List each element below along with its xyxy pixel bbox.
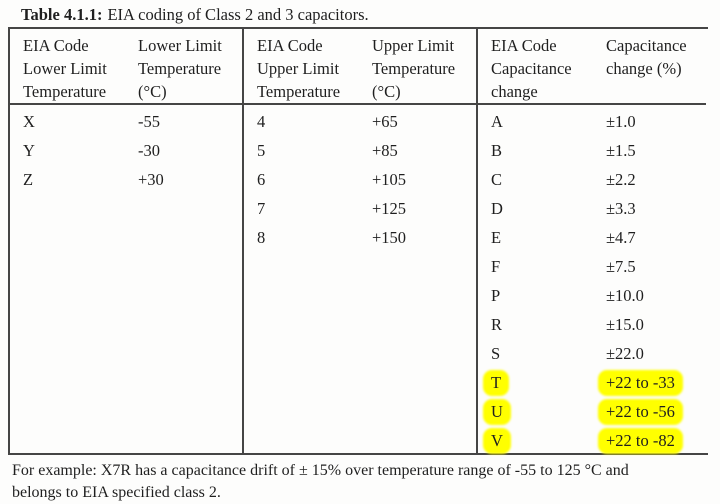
- table-row: 7 +125: [244, 194, 476, 223]
- value-cell: ±1.5: [606, 141, 636, 160]
- value-cell: -55: [138, 112, 160, 131]
- table-caption-number: Table 4.1.1:: [21, 5, 103, 24]
- table-row: 5 +85: [244, 136, 476, 165]
- value-cell: +105: [372, 170, 407, 189]
- highlight-mark: +22 to -82: [600, 430, 681, 452]
- table-row: F ±7.5: [478, 252, 706, 281]
- table-row: B ±1.5: [478, 136, 706, 165]
- code-cell: P: [491, 286, 501, 305]
- group-lower-limit-body: X -55 Y -30 Z +30: [10, 105, 242, 194]
- code-cell: A: [491, 112, 503, 131]
- table-row: Z +30: [10, 165, 242, 194]
- table-row: E ±4.7: [478, 223, 706, 252]
- table-caption-text: EIA coding of Class 2 and 3 capacitors.: [107, 5, 369, 24]
- header-upper-limit-temp: Upper Limit Temperature (°C): [372, 36, 456, 101]
- table-row: 4 +65: [244, 107, 476, 136]
- value-cell: ±3.3: [606, 199, 636, 218]
- table-caption: Table 4.1.1: EIA coding of Class 2 and 3 …: [0, 0, 720, 27]
- highlight-mark: U: [485, 401, 509, 423]
- table-row-highlighted: U +22 to -56: [478, 397, 706, 426]
- code-cell: B: [491, 141, 503, 160]
- table-column-groups: EIA Code Lower Limit Temperature Lower L…: [10, 29, 708, 453]
- group-capacitance-change: EIA Code Capacitance change Capacitance …: [476, 29, 706, 453]
- value-cell: ±2.2: [606, 170, 636, 189]
- highlight-mark: T: [485, 372, 508, 394]
- code-cell: D: [491, 199, 503, 218]
- code-cell: 5: [257, 141, 266, 160]
- code-cell: 8: [257, 228, 266, 247]
- value-cell: +30: [138, 170, 164, 189]
- code-cell: F: [491, 257, 501, 276]
- code-cell: Y: [23, 141, 35, 160]
- value-cell: +22 to -33: [600, 368, 706, 397]
- header-eia-code-upper: EIA Code Upper Limit Temperature: [257, 36, 341, 101]
- value-cell: -30: [138, 141, 160, 160]
- value-cell: +85: [372, 141, 398, 160]
- group-lower-limit: EIA Code Lower Limit Temperature Lower L…: [10, 29, 242, 453]
- table-row: C ±2.2: [478, 165, 706, 194]
- group-upper-limit: EIA Code Upper Limit Temperature Upper L…: [242, 29, 476, 453]
- header-eia-code-lower: EIA Code Lower Limit Temperature: [23, 36, 107, 101]
- value-cell: +65: [372, 112, 398, 131]
- group-upper-limit-header: EIA Code Upper Limit Temperature Upper L…: [244, 29, 476, 105]
- highlight-mark: +22 to -56: [600, 401, 681, 423]
- value-cell: ±15.0: [606, 315, 644, 334]
- group-capacitance-header: EIA Code Capacitance change Capacitance …: [478, 29, 706, 105]
- value-cell: +150: [372, 228, 407, 247]
- code-cell: C: [491, 170, 503, 189]
- highlight-mark: V: [485, 430, 509, 452]
- code-cell: X: [23, 112, 35, 131]
- table-row-highlighted: T +22 to -33: [478, 368, 706, 397]
- header-capacitance-change: Capacitance change (%): [606, 36, 687, 78]
- table-row: R ±15.0: [478, 310, 706, 339]
- code-cell: S: [491, 344, 501, 363]
- eia-coding-table: EIA Code Lower Limit Temperature Lower L…: [8, 27, 708, 455]
- table-row: P ±10.0: [478, 281, 706, 310]
- group-lower-limit-header: EIA Code Lower Limit Temperature Lower L…: [10, 29, 242, 105]
- value-cell: +125: [372, 199, 407, 218]
- header-lower-limit-temp: Lower Limit Temperature (°C): [138, 36, 222, 101]
- value-cell: +22 to -82: [600, 426, 706, 455]
- code-cell: E: [491, 228, 502, 247]
- value-cell: ±10.0: [606, 286, 644, 305]
- table-row: A ±1.0: [478, 107, 706, 136]
- table-row: D ±3.3: [478, 194, 706, 223]
- group-upper-limit-body: 4 +65 5 +85 6 +105 7 +125: [244, 105, 476, 252]
- code-cell: U: [478, 397, 606, 426]
- table-row: X -55: [10, 107, 242, 136]
- table-footnote: For example: X7R has a capacitance drift…: [12, 462, 629, 501]
- value-cell: ±22.0: [606, 344, 644, 363]
- value-cell: ±4.7: [606, 228, 636, 247]
- table-row: Y -30: [10, 136, 242, 165]
- table-row: 8 +150: [244, 223, 476, 252]
- code-cell: Z: [23, 170, 34, 189]
- code-cell: T: [478, 368, 606, 397]
- value-cell: ±1.0: [606, 112, 636, 131]
- code-cell: V: [478, 426, 606, 455]
- group-capacitance-body: A ±1.0 B ±1.5 C ±2.2 D ±3.3: [478, 105, 706, 453]
- code-cell: R: [491, 315, 503, 334]
- highlight-mark: +22 to -33: [600, 372, 681, 394]
- table-row: 6 +105: [244, 165, 476, 194]
- table-row: S ±22.0: [478, 339, 706, 368]
- code-cell: 7: [257, 199, 266, 218]
- value-cell: +22 to -56: [600, 397, 706, 426]
- table-row-highlighted: V +22 to -82: [478, 426, 706, 455]
- code-cell: 6: [257, 170, 266, 189]
- value-cell: ±7.5: [606, 257, 636, 276]
- code-cell: 4: [257, 112, 266, 131]
- header-eia-code-capacitance: EIA Code Capacitance change: [491, 36, 572, 101]
